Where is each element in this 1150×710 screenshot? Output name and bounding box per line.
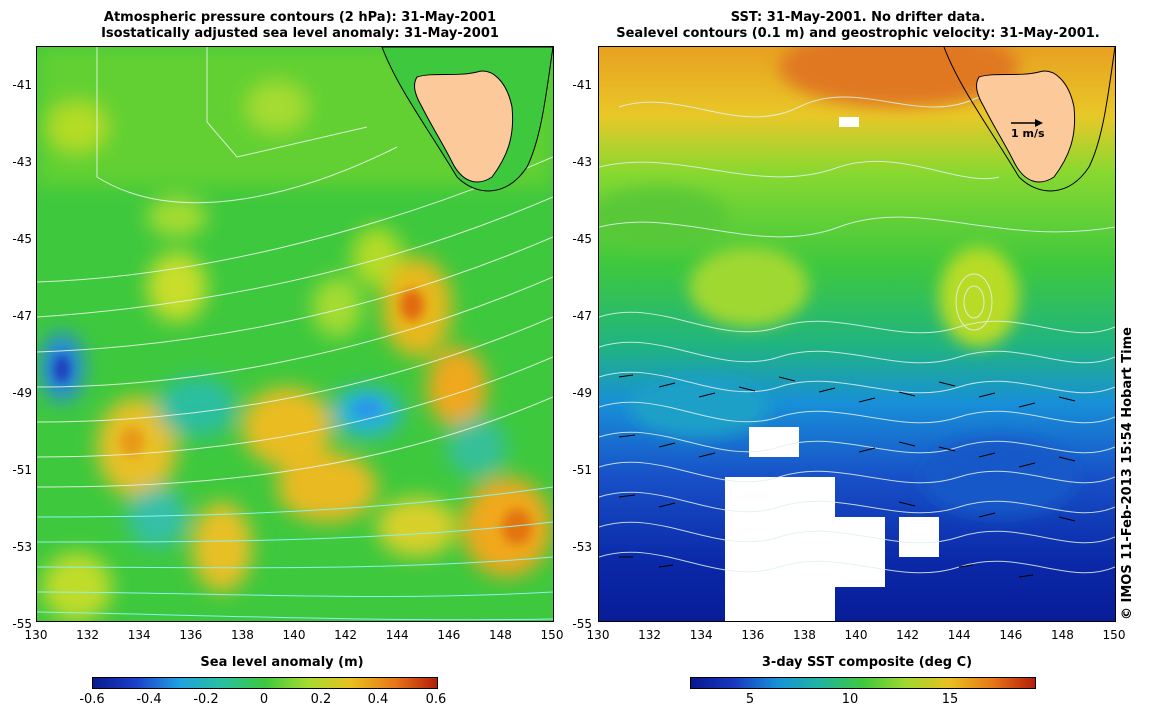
colorbar-tick-label: 0 [259,692,269,707]
left-title-line1: Atmospheric pressure contours (2 hPa): 3… [103,10,497,25]
sst-field [599,47,1115,621]
pressure-contours [37,47,553,488]
x-tick-label: 132 [76,628,100,642]
x-tick-label: 146 [999,628,1023,642]
y-tick-label: -43 [572,155,592,169]
y-tick-label: -51 [12,463,32,477]
sealevel-contours [599,96,1115,574]
colorbar-tick-label: 5 [745,692,755,707]
x-tick-label: 144 [385,628,409,642]
right-title: SST: 31-May-2001. No drifter data. Seale… [598,10,1118,42]
colorbar-tick-label: 10 [841,692,859,707]
x-tick-label: 148 [488,628,512,642]
left-colorbar [92,677,438,689]
y-tick-label: -49 [12,386,32,400]
x-tick-label: 130 [24,628,48,642]
left-title: Atmospheric pressure contours (2 hPa): 3… [40,10,560,42]
x-tick-label: 140 [282,628,306,642]
x-tick-label: 142 [334,628,358,642]
y-tick-label: -41 [572,78,592,92]
x-tick-label: 148 [1050,628,1074,642]
tasmania-land [381,47,553,192]
right-title-line1: SST: 31-May-2001. No drifter data. [730,10,986,25]
x-tick-label: 132 [638,628,662,642]
sea-level-anomaly-map [36,46,554,622]
colorbar-tick-label: -0.4 [136,692,162,707]
x-tick-label: 146 [437,628,461,642]
colorbar-tick-label: 0.4 [367,692,389,707]
left-title-line2: Isostatically adjusted sea level anomaly… [101,26,499,41]
y-tick-label: -45 [572,232,592,246]
right-colorbar [690,677,1036,689]
x-tick-label: 134 [127,628,151,642]
colorbar-tick-label: 15 [941,692,959,707]
y-tick-label: -53 [572,540,592,554]
pressure-contours-south [37,486,553,621]
x-tick-label: 144 [947,628,971,642]
y-tick-label: -49 [572,386,592,400]
x-tick-label: 142 [896,628,920,642]
colorbar-tick-label: -0.6 [79,692,105,707]
scale-arrow-icon [1011,119,1043,127]
left-colorbar-label: Sea level anomaly (m) [200,655,364,670]
y-tick-label: -47 [12,309,32,323]
y-tick-label: -53 [12,540,32,554]
right-colorbar-label: 3-day SST composite (deg C) [761,655,973,670]
x-tick-label: 140 [844,628,868,642]
x-tick-label: 134 [689,628,713,642]
y-tick-label: -45 [12,232,32,246]
y-tick-label: -43 [12,155,32,169]
y-tick-label: -55 [12,617,32,631]
x-tick-label: 138 [792,628,816,642]
x-tick-label: 138 [230,628,254,642]
x-tick-label: 150 [1102,628,1126,642]
sea-level-anomaly-field [37,47,553,621]
y-tick-label: -47 [572,309,592,323]
x-tick-label: 136 [179,628,203,642]
x-tick-label: 150 [540,628,564,642]
colorbar-tick-label: -0.2 [193,692,219,707]
colorbar-tick-label: 0.2 [310,692,332,707]
x-tick-label: 130 [586,628,610,642]
x-tick-label: 136 [741,628,765,642]
colorbar-tick-label: 0.6 [425,692,447,707]
y-tick-label: -55 [572,617,592,631]
velocity-vectors [618,374,1076,578]
y-tick-label: -51 [572,463,592,477]
y-tick-label: -41 [12,78,32,92]
scale-arrow-label: 1 m/s [1011,127,1045,140]
credit-text: © IMOS 11-Feb-2013 15:54 Hobart Time [1120,327,1135,620]
tasmania-land [943,47,1115,192]
sst-map: 1 m/s [598,46,1116,622]
right-title-line2: Sealevel contours (0.1 m) and geostrophi… [616,26,1100,41]
